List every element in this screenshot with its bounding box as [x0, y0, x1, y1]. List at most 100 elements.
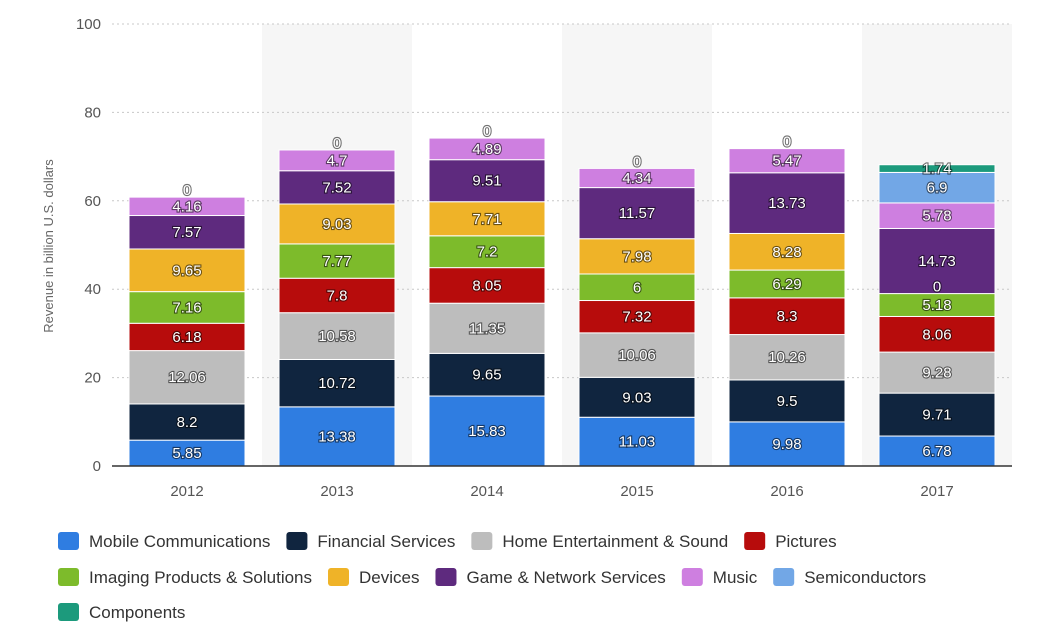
- data-label: 8.28: [772, 244, 801, 261]
- bar-segment[interactable]: [428, 267, 546, 304]
- y-tick-label: 80: [84, 104, 101, 121]
- legend-swatch: [744, 532, 766, 550]
- data-label: 4.7: [327, 152, 348, 169]
- bar-segment[interactable]: [278, 358, 396, 408]
- bar-segment[interactable]: [128, 291, 246, 324]
- data-label: 6.9: [927, 180, 948, 197]
- legend-label: Mobile Communications: [89, 532, 270, 551]
- legend-label: Components: [89, 603, 185, 622]
- data-label: 13.38: [318, 428, 356, 445]
- data-label: 9.5: [777, 393, 798, 410]
- data-label: 6.78: [922, 443, 951, 460]
- data-label: 0: [933, 279, 941, 296]
- data-label: 4.16: [172, 198, 201, 215]
- bar-segment[interactable]: [428, 137, 546, 161]
- data-label: 12.06: [168, 369, 206, 386]
- bar-segment[interactable]: [728, 297, 846, 336]
- bar-segment[interactable]: [578, 300, 696, 334]
- bar-segment[interactable]: [578, 187, 696, 240]
- bar-segment[interactable]: [878, 164, 996, 173]
- legend-item[interactable]: Imaging Products & Solutions: [58, 568, 312, 587]
- data-label: 9.03: [622, 389, 651, 406]
- data-label: 6.18: [172, 329, 201, 346]
- data-label: 9.03: [322, 216, 351, 233]
- legend-label: Home Entertainment & Sound: [502, 532, 728, 551]
- bar-segment[interactable]: [728, 334, 846, 381]
- legend-swatch: [58, 532, 79, 550]
- bar-segment[interactable]: [878, 227, 996, 295]
- bar-segment[interactable]: [428, 235, 546, 269]
- bar-segment[interactable]: [728, 379, 846, 423]
- data-label: 7.32: [622, 309, 651, 326]
- bar-segment[interactable]: [578, 416, 696, 467]
- data-label: 4.34: [622, 170, 651, 187]
- bar-segment[interactable]: [578, 273, 696, 302]
- legend-item[interactable]: Home Entertainment & Sound: [471, 532, 728, 551]
- bar-segment[interactable]: [428, 302, 546, 354]
- legend-item[interactable]: Game & Network Services: [435, 568, 666, 587]
- legend-item[interactable]: Financial Services: [286, 532, 455, 551]
- bar-segment[interactable]: [578, 238, 696, 275]
- data-label: 0: [183, 182, 191, 199]
- bar-segment[interactable]: [278, 170, 396, 205]
- bar-segment[interactable]: [128, 322, 246, 352]
- bar-segment[interactable]: [428, 201, 546, 237]
- bar-segment[interactable]: [128, 248, 246, 293]
- bar-segment[interactable]: [578, 376, 696, 418]
- data-label: 10.06: [618, 347, 656, 364]
- bar-segment[interactable]: [128, 196, 246, 217]
- data-label: 8.3: [777, 308, 798, 325]
- bar-segment[interactable]: [728, 172, 846, 234]
- data-label: 7.71: [472, 211, 501, 228]
- data-label: 11.35: [469, 320, 505, 337]
- data-label: 9.28: [922, 365, 951, 382]
- bar-segment[interactable]: [278, 312, 396, 360]
- legend-label: Semiconductors: [804, 568, 926, 587]
- bar-segment[interactable]: [278, 243, 396, 279]
- bar-segment[interactable]: [728, 232, 846, 271]
- bar-segment[interactable]: [128, 215, 246, 250]
- bar-segment[interactable]: [278, 149, 396, 172]
- legend-swatch: [773, 568, 795, 586]
- bar-segment[interactable]: [878, 202, 996, 229]
- data-label: 7.98: [622, 248, 651, 265]
- data-label: 11.57: [619, 205, 655, 222]
- legend-item[interactable]: Components: [58, 603, 185, 622]
- legend-swatch: [286, 532, 308, 550]
- bar-segment[interactable]: [278, 203, 396, 245]
- bar-segment[interactable]: [428, 352, 546, 397]
- legend-item[interactable]: Devices: [328, 568, 419, 587]
- x-tick-label: 2017: [920, 483, 953, 500]
- bar-segment[interactable]: [278, 406, 396, 467]
- gridlines: [112, 23, 1012, 379]
- x-tick-label: 2012: [170, 483, 203, 500]
- data-label: 5.85: [172, 445, 201, 462]
- bar-segment[interactable]: [578, 332, 696, 378]
- bar-segment[interactable]: [428, 159, 546, 203]
- data-label: 0: [333, 135, 341, 152]
- legend-item[interactable]: Semiconductors: [773, 568, 926, 587]
- legend-label: Music: [713, 568, 758, 587]
- bar-segment[interactable]: [128, 350, 246, 405]
- bar-segment[interactable]: [578, 167, 696, 189]
- x-axis-ticks: 2012 2013 2014 2015 2016 2017: [170, 483, 953, 500]
- bar-segment[interactable]: [428, 395, 546, 467]
- data-label: 6: [633, 279, 641, 296]
- legend: Mobile Communications Financial Services H…: [58, 532, 926, 622]
- y-tick-label: 0: [93, 458, 101, 475]
- bar-segment[interactable]: [128, 403, 246, 441]
- legend-label: Pictures: [775, 532, 836, 551]
- legend-item[interactable]: Music: [681, 568, 758, 587]
- bar-segment[interactable]: [878, 351, 996, 394]
- bar-segment[interactable]: [728, 148, 846, 174]
- data-label: 7.8: [327, 287, 348, 304]
- legend-item[interactable]: Mobile Communications: [58, 532, 270, 551]
- legend-item[interactable]: Pictures: [744, 532, 837, 551]
- data-label: 6.29: [772, 276, 801, 293]
- data-label: 9.98: [772, 436, 801, 453]
- legend-swatch: [681, 568, 703, 586]
- legend-swatch: [58, 603, 79, 621]
- data-label: 7.2: [477, 244, 498, 261]
